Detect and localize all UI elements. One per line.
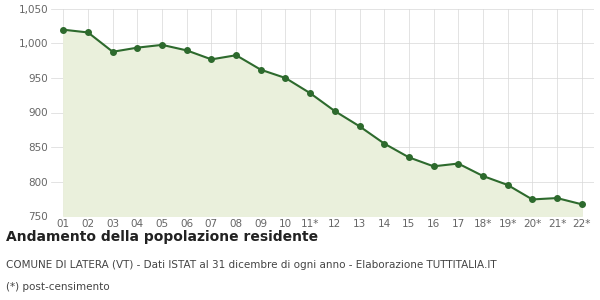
Text: Andamento della popolazione residente: Andamento della popolazione residente: [6, 230, 318, 244]
Text: COMUNE DI LATERA (VT) - Dati ISTAT al 31 dicembre di ogni anno - Elaborazione TU: COMUNE DI LATERA (VT) - Dati ISTAT al 31…: [6, 260, 497, 270]
Text: (*) post-censimento: (*) post-censimento: [6, 283, 110, 292]
